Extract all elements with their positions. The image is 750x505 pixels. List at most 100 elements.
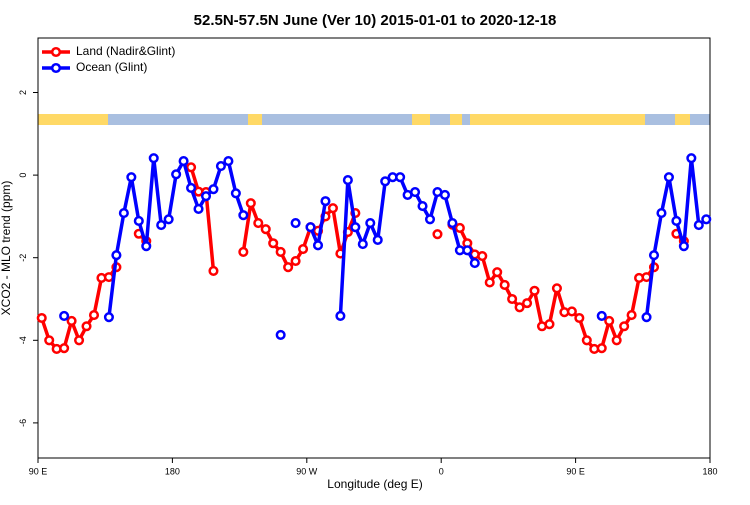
data-point [365, 217, 376, 229]
data-point [611, 335, 622, 346]
data-point [36, 312, 47, 324]
data-point [619, 321, 630, 332]
data-point [59, 310, 70, 321]
x-tick-label: 180 [165, 466, 180, 476]
data-point [484, 277, 495, 288]
data-point [417, 201, 428, 212]
x-tick-label: 0 [439, 466, 444, 476]
data-point [641, 272, 652, 283]
data-point [380, 176, 391, 187]
y-tick-label: 2 [18, 90, 28, 95]
x-tick-label: 90 W [296, 466, 318, 476]
y-tick-label: -6 [18, 419, 28, 427]
data-point [141, 241, 152, 252]
data-point [656, 208, 667, 219]
data-point [357, 239, 368, 250]
data-point [88, 310, 100, 321]
chart-title: 52.5N-57.5N June (Ver 10) 2015-01-01 to … [194, 12, 557, 29]
data-point [275, 329, 286, 340]
data-point [604, 315, 615, 326]
data-point [215, 160, 226, 172]
data-point [447, 217, 458, 229]
data-point [327, 203, 338, 214]
data-point [693, 220, 704, 231]
data-point [193, 203, 204, 215]
data-point [103, 312, 114, 323]
data-point [596, 310, 607, 321]
data-point [290, 217, 301, 229]
data-point [678, 241, 689, 252]
series-line [107, 156, 708, 318]
data-point [268, 238, 279, 249]
data-point [74, 335, 85, 346]
data-point [499, 279, 510, 291]
data-point [66, 315, 77, 326]
data-point [178, 156, 189, 167]
data-point [574, 312, 585, 324]
data-point [432, 229, 443, 240]
data-point [641, 312, 652, 323]
data-point [230, 188, 241, 199]
data-point [551, 283, 562, 294]
data-point [686, 153, 697, 164]
data-point [372, 234, 383, 245]
data-point [245, 198, 256, 209]
data-point [320, 196, 331, 207]
legend-marker [50, 62, 62, 74]
data-point [514, 302, 525, 313]
x-tick-label: 90 E [29, 466, 48, 476]
data-point [81, 321, 92, 332]
data-point [283, 262, 294, 273]
data-point [200, 191, 212, 202]
data-point [462, 245, 473, 256]
data-point [44, 335, 55, 346]
data-point [469, 258, 480, 269]
data-point [596, 343, 607, 354]
data-point [507, 293, 518, 305]
data-point [238, 210, 249, 221]
data-point [126, 172, 137, 183]
y-tick-label: 0 [18, 173, 28, 178]
data-point [544, 319, 555, 330]
data-point [581, 335, 592, 346]
data-point [253, 217, 264, 229]
data-point [454, 222, 465, 234]
data-point [305, 222, 316, 233]
data-point [410, 186, 421, 198]
x-axis-label: Longitude (deg E) [327, 477, 422, 491]
data-point [477, 251, 488, 262]
data-point [350, 222, 361, 233]
data-point [275, 246, 286, 257]
land-ocean-strip [38, 114, 710, 125]
plot-frame [37, 37, 711, 459]
data-point [626, 310, 637, 321]
legend-label: Land (Nadir&Glint) [76, 44, 175, 58]
data-point [298, 243, 309, 255]
data-point [671, 215, 682, 226]
data-point [148, 153, 159, 164]
data-point [103, 272, 114, 283]
y-tick-label: -2 [18, 254, 28, 262]
data-point [290, 255, 301, 267]
data-point [163, 214, 174, 225]
data-point [223, 156, 234, 167]
data-point [663, 172, 674, 183]
data-point [439, 189, 450, 200]
data-point [566, 306, 577, 317]
legend-marker [50, 46, 62, 58]
data-point [238, 246, 249, 257]
x-tick-label: 90 E [566, 466, 585, 476]
data-point [312, 240, 324, 251]
data-point [171, 169, 182, 180]
x-tick-label: 180 [702, 466, 717, 476]
data-point [492, 267, 503, 278]
legend-label: Ocean (Glint) [76, 60, 147, 74]
data-point [529, 285, 540, 296]
data-point [156, 220, 167, 231]
data-point [260, 224, 271, 235]
data-point [522, 298, 533, 309]
y-axis-label: XCO2 - MLO trend (ppm) [0, 181, 13, 316]
data-point [342, 175, 353, 186]
y-tick-label: -4 [18, 336, 28, 344]
data-point [208, 265, 219, 276]
